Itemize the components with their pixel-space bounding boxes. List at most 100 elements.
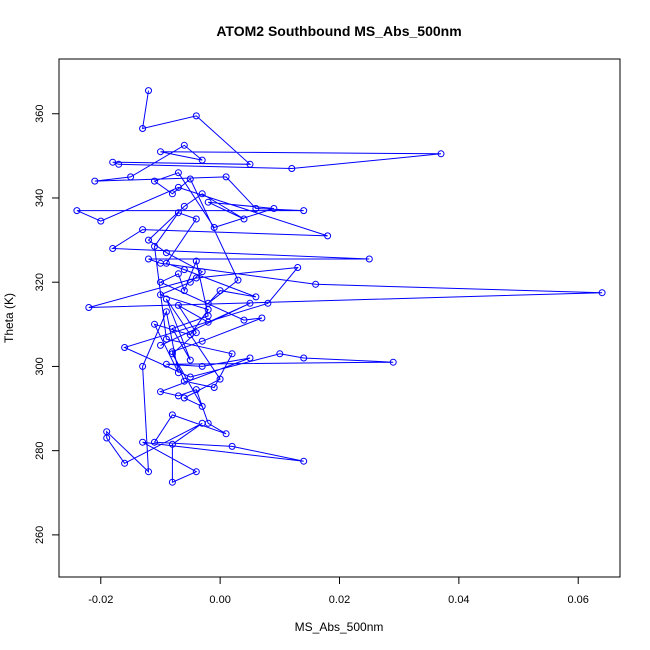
data-point xyxy=(162,308,170,316)
data-point xyxy=(192,257,200,265)
data-point xyxy=(252,293,260,301)
data-point xyxy=(180,266,188,274)
data-point xyxy=(151,438,158,446)
data-point xyxy=(174,369,182,377)
chart-title: ATOM2 Southbound MS_Abs_500nm xyxy=(216,23,461,39)
data-point xyxy=(180,287,188,295)
data-point xyxy=(180,394,188,402)
data-point xyxy=(300,457,308,465)
data-point xyxy=(222,430,230,438)
data-point xyxy=(198,362,206,370)
data-point xyxy=(168,350,176,358)
data-point xyxy=(216,287,224,295)
data-point xyxy=(157,388,164,396)
data-point xyxy=(145,87,152,95)
data-point xyxy=(97,217,105,225)
x-axis-label: MS_Abs_500nm xyxy=(295,620,384,634)
x-axis: -0.02 0.00 0.02 0.04 0.06 xyxy=(88,576,589,606)
data-point xyxy=(85,304,93,311)
data-point xyxy=(216,375,224,383)
data-point xyxy=(73,207,81,215)
data-point xyxy=(151,242,158,250)
data-point xyxy=(198,268,206,276)
data-point xyxy=(186,356,194,364)
data-point xyxy=(168,440,176,448)
data-point xyxy=(174,183,182,191)
data-point xyxy=(192,112,200,120)
series-lines xyxy=(76,90,603,483)
data-point xyxy=(210,384,218,391)
data-point xyxy=(198,156,206,164)
data-point xyxy=(174,301,182,309)
data-point xyxy=(192,468,200,476)
data-point xyxy=(210,224,218,231)
data-point xyxy=(145,468,152,476)
data-point xyxy=(168,411,176,419)
data-point xyxy=(145,255,152,263)
series-points xyxy=(73,87,606,486)
data-point xyxy=(294,264,302,271)
data-point xyxy=(192,215,200,223)
x-tick-label: 0.06 xyxy=(568,594,589,606)
data-point xyxy=(127,173,135,181)
data-point xyxy=(162,335,170,343)
data-point xyxy=(180,377,188,385)
data-point xyxy=(264,299,272,307)
data-point xyxy=(186,278,194,286)
data-point xyxy=(180,202,188,210)
data-point xyxy=(162,249,170,257)
data-point xyxy=(168,190,176,198)
data-point xyxy=(204,318,212,326)
data-point xyxy=(389,358,397,366)
data-point xyxy=(109,245,117,252)
data-point xyxy=(228,442,236,450)
data-point xyxy=(121,459,129,467)
data-point xyxy=(174,169,182,177)
y-tick-label: 340 xyxy=(34,189,46,207)
data-point xyxy=(204,198,212,206)
data-point xyxy=(192,274,200,282)
data-point xyxy=(157,278,164,286)
data-point xyxy=(91,177,99,185)
data-point xyxy=(157,148,164,156)
data-point xyxy=(437,150,445,158)
data-point xyxy=(145,236,152,244)
data-point xyxy=(246,160,254,168)
data-point xyxy=(198,337,206,345)
data-point xyxy=(121,344,129,351)
data-point xyxy=(228,350,236,358)
data-point xyxy=(192,329,200,337)
data-point xyxy=(162,259,170,267)
data-point xyxy=(103,428,111,436)
data-point xyxy=(115,160,123,168)
data-point xyxy=(139,438,147,446)
y-tick-label: 260 xyxy=(34,526,46,544)
y-tick-label: 280 xyxy=(34,441,46,459)
x-tick-label: 0.04 xyxy=(448,594,469,606)
data-point xyxy=(246,299,254,307)
data-point xyxy=(204,299,212,307)
data-point xyxy=(168,348,176,356)
data-point xyxy=(222,173,230,181)
y-tick-label: 300 xyxy=(34,357,46,375)
data-point xyxy=(139,362,147,370)
data-point xyxy=(151,320,158,328)
x-tick-label: -0.02 xyxy=(88,594,113,606)
data-point xyxy=(192,386,200,394)
data-point xyxy=(198,190,206,198)
data-point xyxy=(365,255,373,263)
data-point xyxy=(162,295,170,303)
y-axis-label: Theta (K) xyxy=(2,293,16,343)
data-point xyxy=(174,209,182,217)
y-axis: 260 280 300 320 340 360 xyxy=(34,105,60,544)
data-point xyxy=(151,177,158,185)
data-point xyxy=(186,175,194,183)
data-point xyxy=(270,205,278,212)
plot-frame xyxy=(58,58,621,578)
x-tick-label: 0.02 xyxy=(329,594,350,606)
data-point xyxy=(198,402,206,410)
data-point xyxy=(139,125,147,132)
data-point xyxy=(139,226,147,234)
x-tick-label: 0.00 xyxy=(209,594,230,606)
data-point xyxy=(186,331,194,339)
